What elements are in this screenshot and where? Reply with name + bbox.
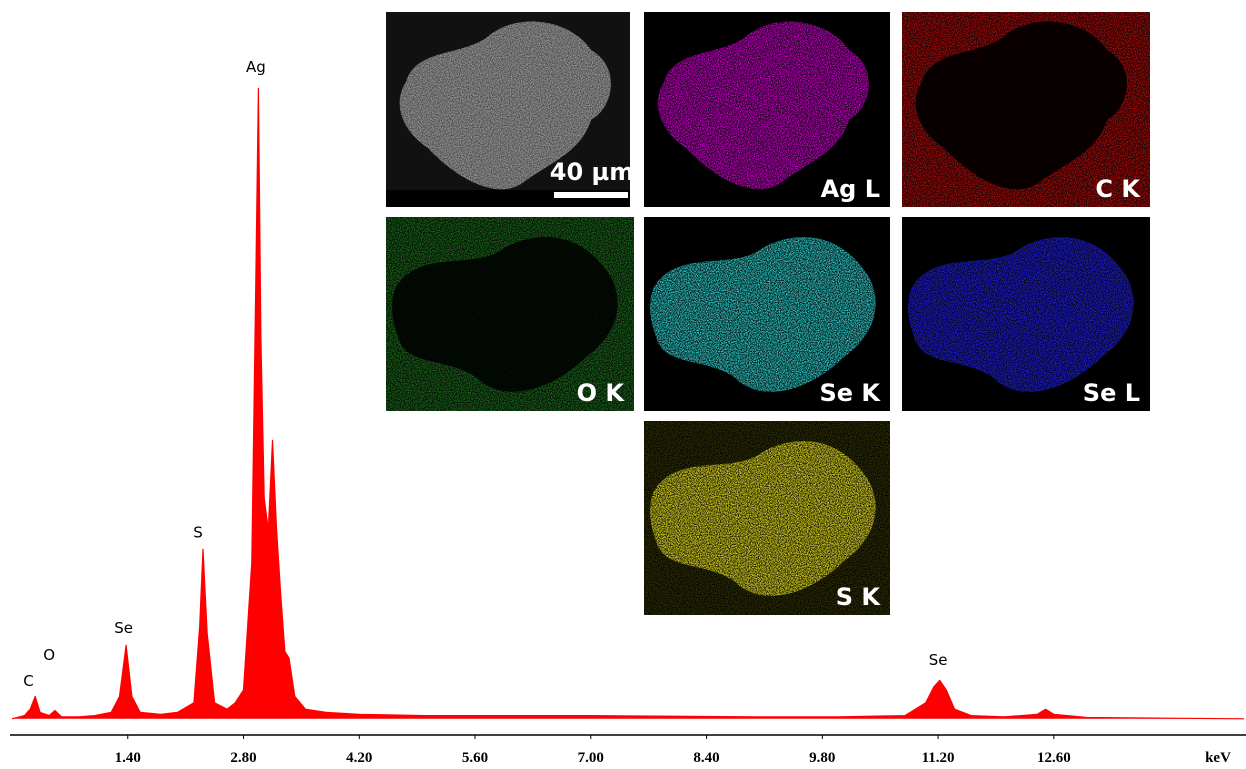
chart: 40 µm Ag L C K O K Se K Se L S K keV 1. [0,0,1246,769]
peak-label: S [193,524,203,542]
x-tick-label: 9.80 [809,750,835,766]
map-label: Se L [1083,379,1140,407]
sem-image: 40 µm [386,12,634,207]
peak-label: Se [929,651,948,669]
map-s: S K [644,421,890,615]
x-tick-label: 5.60 [462,750,488,766]
scale-label: 40 µm [550,158,634,186]
x-tick-label: 4.20 [346,750,372,766]
map-label: Se K [819,379,881,407]
x-tick-label: 1.40 [115,750,141,766]
map-ag: Ag L [644,12,890,207]
peak-label: O [43,646,55,664]
peak-label: Ag [246,58,266,76]
map-label: Ag L [821,175,880,203]
peak-label: Se [114,619,133,637]
map-o: O K [386,217,634,411]
x-tick-label: 2.80 [230,750,256,766]
x-tick-label: 11.20 [922,750,955,766]
map-label: S K [836,583,882,611]
map-se-l: Se L [902,217,1150,411]
map-label: O K [577,379,626,407]
map-se-k: Se K [644,217,890,411]
x-tick-label: 7.00 [578,750,604,766]
peak-label: C [23,672,33,690]
x-axis-label: keV [1205,750,1231,766]
map-label: C K [1095,175,1141,203]
x-tick-label: 12.60 [1037,750,1071,766]
map-c: C K [902,12,1150,207]
x-tick-label: 8.40 [693,750,719,766]
